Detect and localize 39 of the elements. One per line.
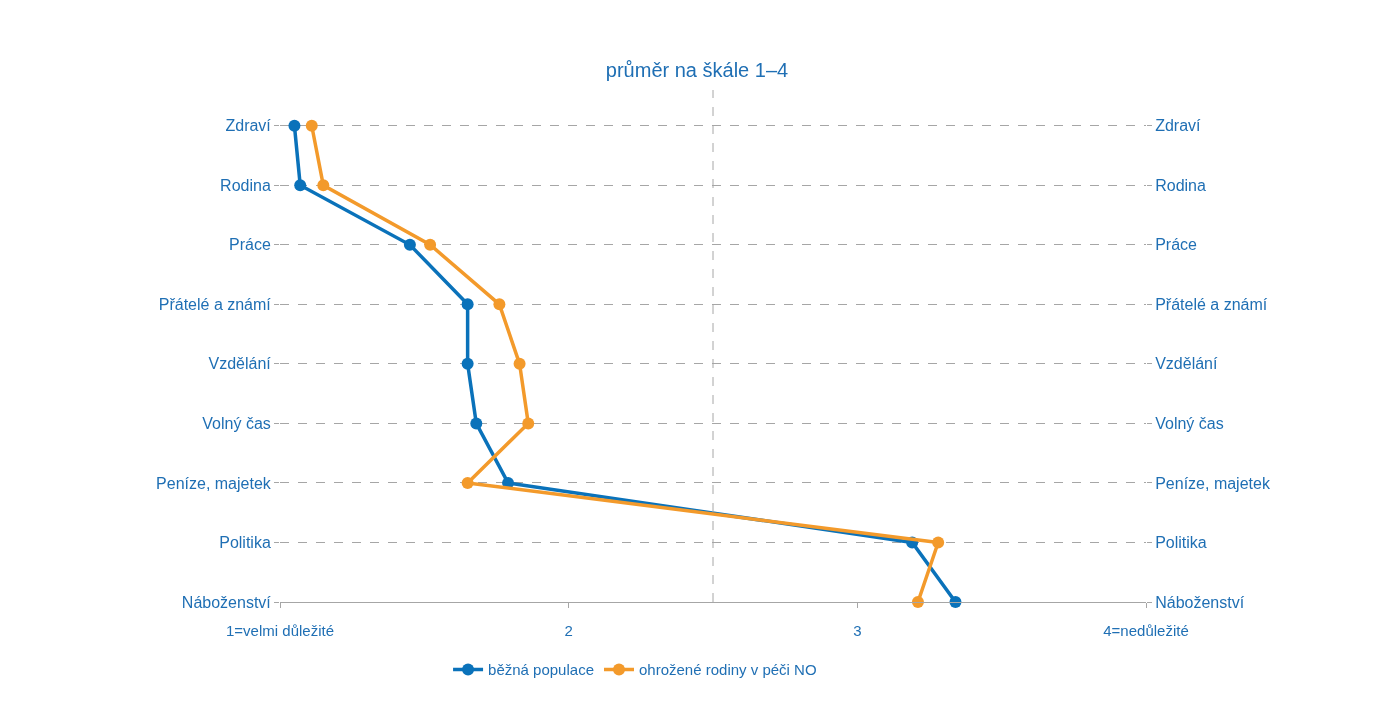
- y-tick-label: Zdraví: [225, 117, 272, 135]
- category-label: Náboženství: [1155, 593, 1245, 611]
- category-label: Rodina: [1155, 176, 1206, 194]
- y-tick-label: Volný čas: [202, 415, 271, 432]
- y-tick-label: Peníze, majetek: [156, 474, 272, 492]
- point: [493, 298, 506, 311]
- point: [461, 357, 474, 370]
- point: [305, 119, 318, 132]
- point: [513, 357, 526, 370]
- y-tick-label: Politika: [219, 534, 271, 552]
- point: [470, 417, 483, 430]
- legend-label: ohrožené rodiny v péči NO: [639, 661, 817, 679]
- category-label: Volný čas: [1155, 415, 1224, 432]
- category-label: Politika: [1155, 534, 1207, 552]
- point: [932, 536, 945, 549]
- y-tick-label: Práce: [229, 236, 271, 254]
- category-label: Práce: [1155, 236, 1197, 254]
- chart-title: průměr na škále 1–4: [605, 59, 789, 82]
- point: [461, 476, 474, 489]
- point: [522, 417, 535, 430]
- y-tick-label: Náboženství: [181, 593, 272, 611]
- x-tick-label: 4=nedůležité: [1103, 622, 1189, 639]
- legend-label: běžná populace: [488, 661, 594, 679]
- y-tick-label: Vzdělání: [208, 355, 272, 373]
- category-label: Peníze, majetek: [1155, 474, 1270, 492]
- point: [288, 119, 301, 132]
- point: [403, 238, 416, 251]
- x-tick-label: 3: [853, 622, 862, 639]
- point: [461, 298, 474, 311]
- x-tick-label: 1=velmi důležité: [226, 622, 334, 639]
- category-label: Přátelé a známí: [1155, 295, 1268, 313]
- y-tick-label: Přátelé a známí: [158, 295, 272, 313]
- point: [317, 179, 330, 192]
- point: [294, 179, 307, 192]
- y-tick-label: Rodina: [220, 176, 271, 194]
- point: [424, 238, 437, 251]
- category-label: Zdraví: [1155, 117, 1201, 135]
- x-tick-label: 2: [564, 622, 573, 639]
- category-label: Vzdělání: [1155, 355, 1218, 373]
